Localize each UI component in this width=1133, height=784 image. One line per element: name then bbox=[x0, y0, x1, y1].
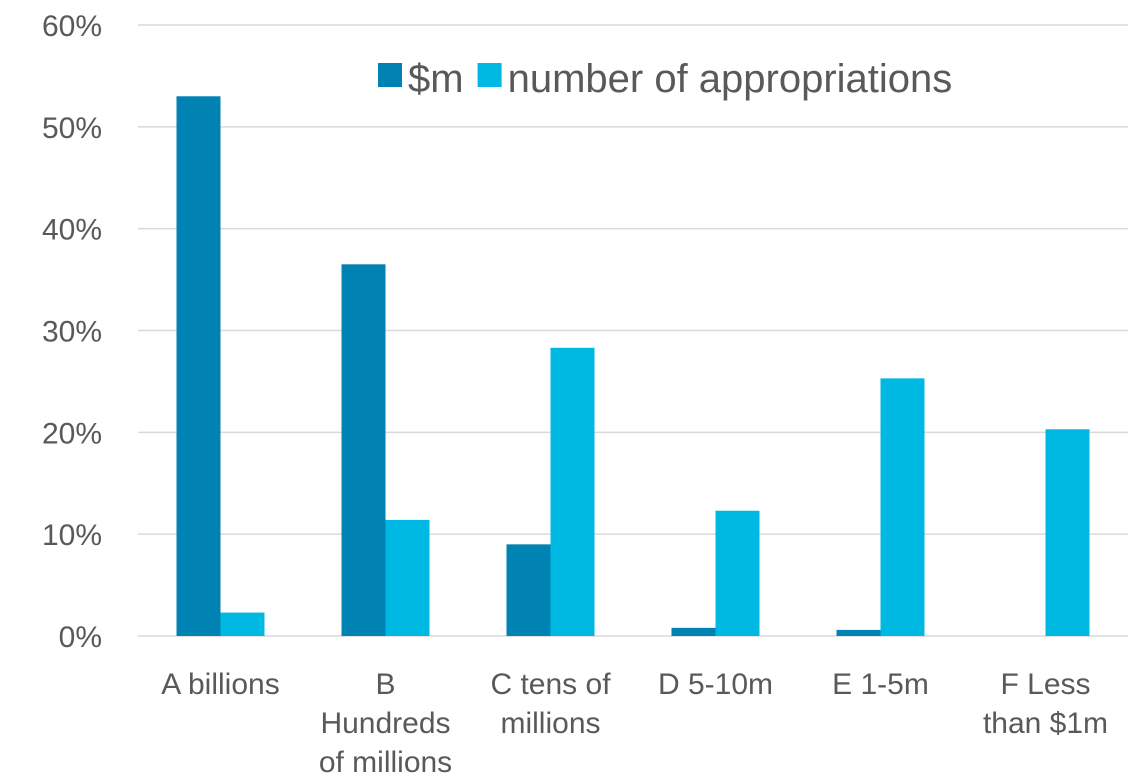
bar bbox=[671, 627, 716, 636]
legend-swatch bbox=[477, 63, 502, 87]
gridlines bbox=[138, 24, 1128, 637]
bars bbox=[176, 96, 1090, 637]
x-tick-label: than $1m bbox=[983, 707, 1108, 740]
legend-label: number of appropriations bbox=[508, 57, 953, 101]
bar bbox=[1045, 429, 1090, 636]
y-tick-label: 40% bbox=[42, 214, 102, 247]
legend-label: $m bbox=[408, 57, 464, 101]
x-tick-label: F Less bbox=[1000, 668, 1090, 701]
bar bbox=[715, 510, 760, 636]
bar bbox=[550, 347, 595, 636]
y-tick-label: 50% bbox=[42, 112, 102, 145]
bar bbox=[176, 96, 221, 637]
bar bbox=[220, 612, 265, 636]
bar bbox=[341, 264, 386, 636]
bar bbox=[836, 629, 881, 636]
x-tick-label: E 1-5m bbox=[832, 668, 929, 701]
bar bbox=[506, 544, 551, 636]
x-axis-ticks: A billions B Hundreds of millions C tens of m… bbox=[161, 668, 1108, 779]
y-tick-label: 30% bbox=[42, 316, 102, 349]
x-tick-label: millions bbox=[500, 707, 600, 740]
x-tick-label: D 5-10m bbox=[658, 668, 773, 701]
x-tick-label: of millions bbox=[319, 746, 452, 779]
x-tick-label: C tens of bbox=[490, 668, 611, 701]
legend-swatch bbox=[378, 63, 402, 87]
bar bbox=[880, 378, 925, 636]
y-tick-label: 10% bbox=[42, 519, 102, 552]
bar bbox=[385, 519, 430, 636]
y-tick-label: 0% bbox=[59, 621, 102, 654]
legend: $m number of appropriations bbox=[378, 57, 952, 101]
y-tick-label: 20% bbox=[42, 417, 102, 450]
x-tick-label: A billions bbox=[161, 668, 279, 701]
x-tick-label: Hundreds bbox=[320, 707, 450, 740]
x-tick-label: B bbox=[375, 668, 395, 701]
y-axis-ticks: 0% 10% 20% 30% 40% 50% 60% bbox=[42, 10, 102, 654]
y-tick-label: 60% bbox=[42, 10, 102, 43]
